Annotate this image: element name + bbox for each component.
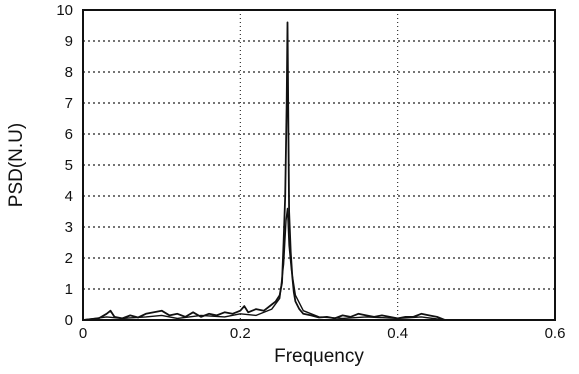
x-tick-label: 0.2 — [230, 325, 251, 342]
psd-series-line — [82, 21, 446, 321]
y-tick-label: 10 — [56, 2, 73, 19]
x-tick-label: 0.6 — [545, 325, 566, 342]
plot-frame — [82, 9, 556, 321]
grid — [83, 10, 555, 320]
y-tick-label: 2 — [65, 250, 73, 267]
y-tick-label: 5 — [65, 157, 73, 174]
x-tick-label: 0 — [79, 325, 87, 342]
ticks: 0 1 2 3 4 5 6 7 8 9 10 0 0.2 0.4 0.6 — [56, 2, 565, 342]
x-tick-label: 0.4 — [387, 325, 408, 342]
series-layer — [82, 21, 446, 321]
psd-series-line — [82, 207, 445, 321]
y-tick-label: 6 — [65, 126, 73, 143]
y-tick-label: 8 — [65, 64, 73, 81]
axis-labels: Frequency PSD(N.U) — [6, 123, 364, 367]
y-tick-label: 7 — [65, 95, 73, 112]
y-tick-label: 9 — [65, 33, 73, 50]
y-tick-label: 0 — [65, 312, 73, 329]
y-tick-label: 1 — [65, 281, 73, 298]
y-tick-label: 4 — [65, 188, 73, 205]
y-axis-label: PSD(N.U) — [6, 123, 27, 207]
y-tick-label: 3 — [65, 219, 73, 236]
x-axis-label: Frequency — [274, 346, 364, 367]
